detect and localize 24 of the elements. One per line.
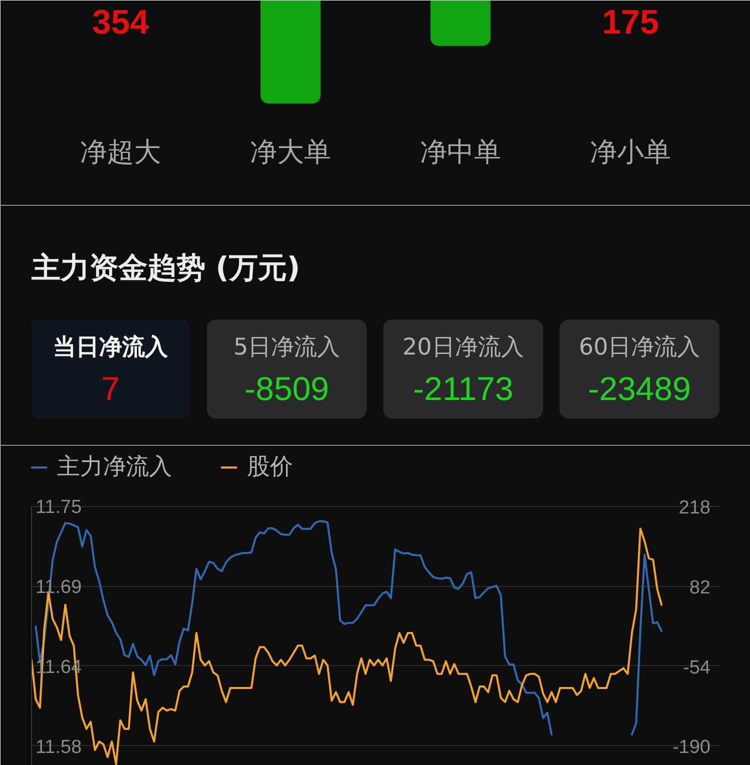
legend-label: 主力净流入 — [57, 453, 172, 482]
data-label: -23489 — [588, 370, 691, 407]
y-tick-label: 11.75 — [36, 497, 82, 518]
y-tick-label: 11.58 — [36, 736, 82, 758]
x-tick-label: 净小单 — [590, 137, 671, 168]
category-label: 5日净流入 — [234, 334, 340, 360]
annotation: 175 — [602, 4, 659, 42]
x-tick-label: 净大单 — [250, 137, 331, 168]
data-label: 7 — [101, 370, 120, 407]
line-series — [32, 528, 663, 765]
y2-tick-label: -54 — [683, 657, 711, 678]
y2-tick-label: -190 — [672, 737, 711, 758]
x-tick-label: 净超大 — [80, 137, 161, 168]
category-label: 60日净流入 — [578, 334, 700, 360]
y2-tick-label: 82 — [689, 577, 711, 598]
y2-tick-label: 218 — [678, 498, 710, 519]
annotation: 354 — [92, 4, 149, 42]
data-label: -21173 — [413, 370, 514, 407]
data-label: -8509 — [244, 370, 330, 407]
legend-label: 股价 — [247, 453, 293, 482]
text: 主力资金趋势 (万元) — [30, 250, 300, 284]
category-label: 20日净流入 — [402, 334, 524, 360]
x-tick-label: 净中单 — [420, 137, 501, 168]
category-label: 当日净流入 — [53, 334, 169, 360]
